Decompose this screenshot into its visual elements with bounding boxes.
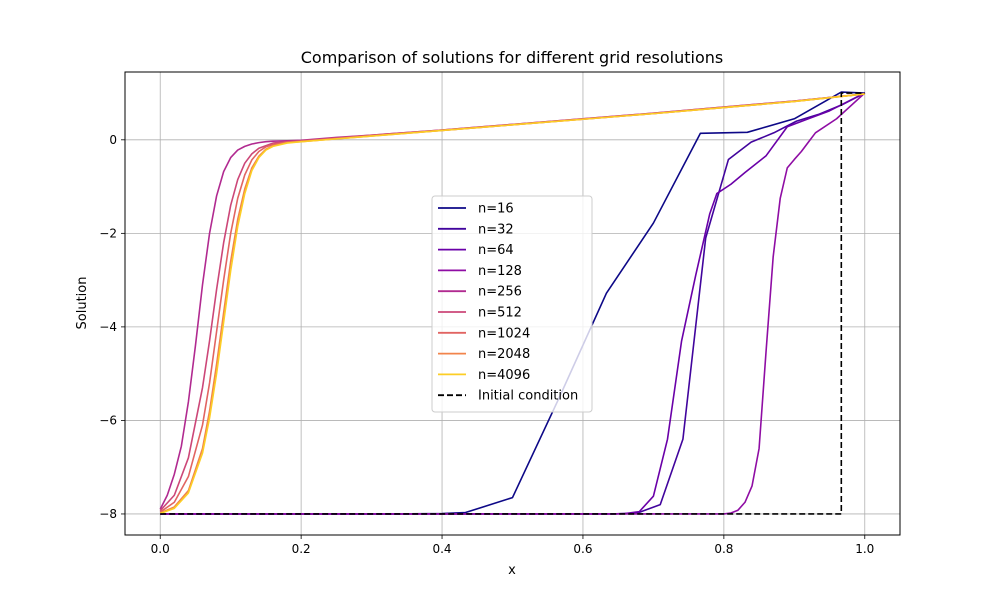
y-tick-label: −6 [99, 413, 117, 427]
legend-label: n=4096 [478, 368, 530, 383]
plot-frame [124, 71, 901, 536]
legend-label: n=128 [478, 264, 522, 279]
legend-label: n=16 [478, 202, 514, 217]
legend-label: n=256 [478, 285, 522, 300]
legend: n=16 n=32 n=64 n=128 n=256 n=512 n=1024 n=2048 n… [431, 195, 593, 413]
ticks-layer: 0.0 0.2 0.4 0.6 0.8 1.0 −8 −6 −4 −2 0 [99, 133, 874, 556]
chart-title: Comparison of solutions for different gr… [301, 48, 723, 67]
y-tick-label: −4 [99, 320, 117, 334]
x-tick-label: 1.0 [855, 542, 874, 556]
series-line-n-4096 [159, 93, 865, 515]
x-tick-label: 0.4 [432, 542, 451, 556]
x-tick-label: 0.6 [573, 542, 592, 556]
x-tick-label: 0.0 [151, 542, 170, 556]
y-tick-label: −2 [99, 226, 117, 240]
legend-label: n=1024 [478, 326, 530, 341]
x-tick-label: 0.8 [714, 542, 733, 556]
y-axis-label: Solution [75, 277, 90, 330]
legend-label: n=64 [478, 243, 514, 258]
x-axis-label: x [508, 563, 516, 578]
legend-label: n=32 [478, 222, 514, 237]
y-tick-label: −8 [99, 507, 117, 521]
legend-label: Initial condition [478, 389, 578, 404]
legend-label: n=512 [478, 306, 522, 321]
legend-label: n=2048 [478, 347, 530, 362]
x-tick-label: 0.2 [292, 542, 311, 556]
y-tick-label: 0 [109, 133, 117, 147]
legend-box [431, 195, 593, 413]
series-line-initial-condition [160, 92, 865, 515]
series-layer [159, 91, 866, 515]
